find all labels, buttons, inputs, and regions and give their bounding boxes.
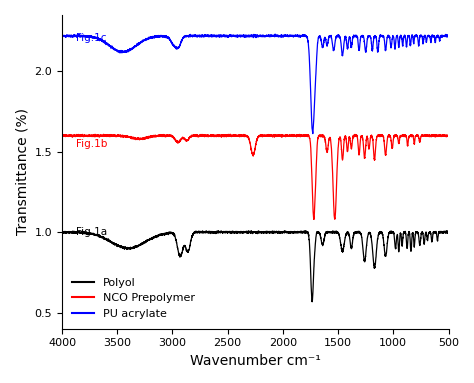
Text: Fig.1c: Fig.1c: [76, 33, 107, 43]
Legend: Polyol, NCO Prepolymer, PU acrylate: Polyol, NCO Prepolymer, PU acrylate: [68, 273, 200, 323]
Text: Fig.1a: Fig.1a: [76, 227, 108, 237]
X-axis label: Wavenumber cm⁻¹: Wavenumber cm⁻¹: [190, 354, 321, 368]
Y-axis label: Transmittance (%): Transmittance (%): [15, 108, 29, 236]
Text: Fig.1b: Fig.1b: [76, 139, 108, 149]
